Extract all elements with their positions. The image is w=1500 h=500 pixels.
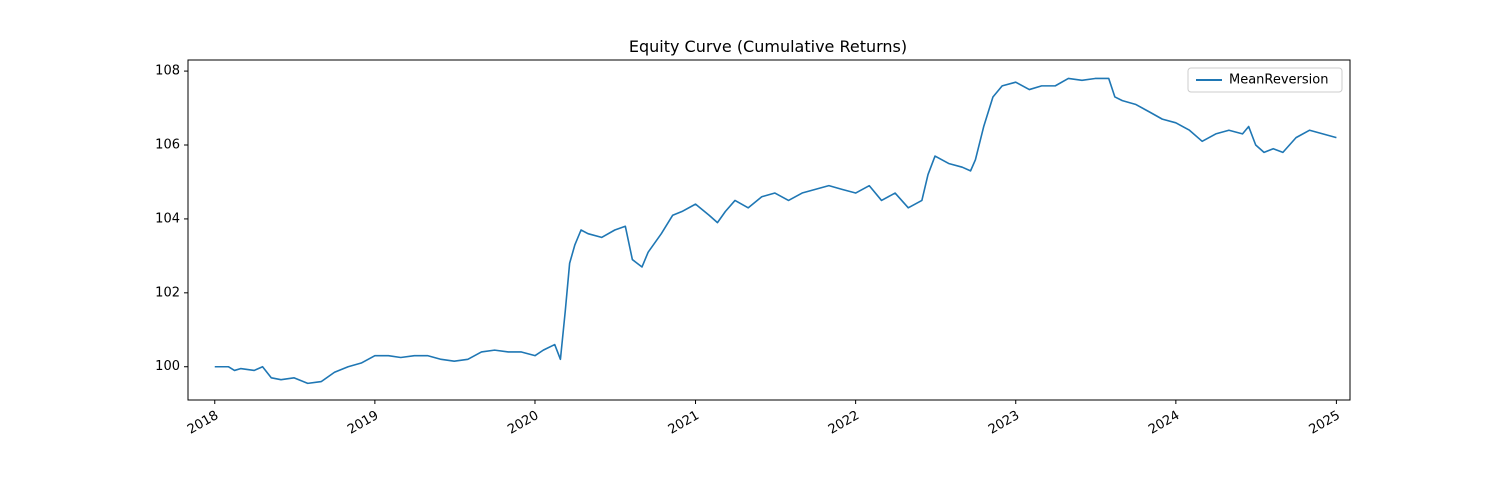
y-tick-label-0: 100 [155, 359, 180, 374]
y-tick-label-4: 108 [155, 64, 180, 79]
legend-box [1187, 67, 1343, 93]
y-axis: 100 102 104 106 108 [155, 64, 188, 374]
y-tick-label-3: 106 [155, 138, 180, 153]
chart-title: Equity Curve (Cumulative Returns) [629, 37, 907, 56]
legend: MeanReversion [1187, 67, 1343, 93]
y-tick-label-1: 102 [155, 285, 180, 300]
legend-label-0: MeanReversion [1229, 73, 1328, 88]
y-tick-label-2: 104 [155, 211, 180, 226]
series-line-0 [214, 77, 1337, 385]
axes-frame [187, 59, 1351, 401]
plot-area [214, 77, 1337, 385]
